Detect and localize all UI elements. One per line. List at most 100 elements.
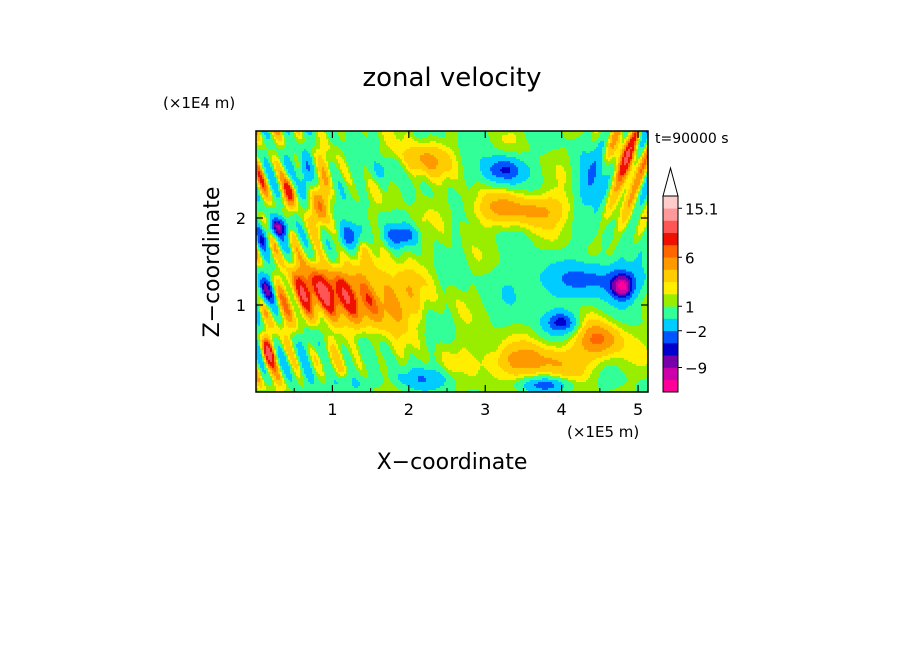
- field-cell: [344, 295, 351, 299]
- field-cell: [282, 257, 285, 261]
- field-cell: [628, 199, 633, 202]
- field-cell: [434, 253, 467, 257]
- field-cell: [594, 149, 603, 152]
- field-cell: [638, 221, 641, 224]
- field-cell: [492, 141, 505, 144]
- field-cell: [540, 157, 571, 160]
- field-cell: [256, 247, 259, 251]
- field-cell: [302, 309, 305, 313]
- field-cell: [274, 293, 277, 297]
- field-cell: [388, 343, 393, 347]
- field-cell: [286, 169, 289, 172]
- field-cell: [276, 137, 283, 140]
- field-cell: [370, 221, 379, 224]
- field-cell: [610, 143, 617, 146]
- field-cell: [260, 197, 263, 200]
- field-cell: [478, 195, 485, 198]
- field-cell: [560, 147, 567, 150]
- field-cell: [586, 285, 601, 289]
- field-cell: [572, 333, 577, 337]
- field-cell: [634, 143, 637, 146]
- field-cell: [330, 147, 341, 150]
- field-cell: [460, 313, 473, 317]
- field-cell: [514, 191, 547, 194]
- field-cell: [256, 327, 265, 331]
- field-cell: [272, 337, 275, 341]
- field-cell: [258, 281, 261, 285]
- field-cell: [646, 181, 648, 184]
- field-cell: [458, 307, 469, 311]
- field-cell: [344, 161, 349, 164]
- field-cell: [314, 161, 317, 164]
- field-cell: [516, 183, 543, 186]
- field-cell: [624, 157, 629, 160]
- field-cell: [626, 163, 629, 166]
- field-cell: [512, 333, 529, 337]
- field-cell: [336, 199, 357, 202]
- field-cell: [282, 307, 285, 311]
- field-cell: [636, 173, 645, 176]
- field-cell: [622, 327, 648, 331]
- field-cell: [268, 195, 273, 198]
- velocity-field: [256, 131, 648, 392]
- field-cell: [288, 237, 291, 241]
- field-cell: [596, 211, 603, 214]
- field-cell: [632, 289, 635, 293]
- field-cell: [362, 131, 369, 134]
- field-cell: [604, 213, 613, 216]
- field-cell: [622, 219, 627, 222]
- field-cell: [270, 275, 273, 279]
- field-cell: [432, 181, 443, 184]
- field-cell: [340, 259, 361, 263]
- field-cell: [388, 251, 393, 255]
- field-cell: [424, 213, 441, 216]
- field-cell: [280, 241, 289, 245]
- field-cell: [506, 301, 515, 305]
- field-cell: [608, 197, 611, 200]
- field-cell: [388, 189, 401, 192]
- field-cell: [462, 195, 479, 198]
- field-cell: [282, 135, 285, 138]
- field-cell: [324, 167, 329, 170]
- field-cell: [288, 243, 291, 247]
- field-cell: [322, 177, 329, 180]
- field-cell: [464, 251, 473, 255]
- field-cell: [260, 319, 263, 323]
- field-cell: [642, 135, 648, 138]
- field-cell: [498, 245, 537, 249]
- field-cell: [258, 213, 267, 216]
- field-cell: [398, 297, 421, 301]
- field-cell: [346, 249, 359, 253]
- field-cell: [386, 239, 393, 243]
- field-cell: [304, 275, 309, 279]
- field-cell: [274, 141, 277, 144]
- field-cell: [318, 213, 327, 216]
- field-cell: [284, 189, 287, 192]
- field-cell: [574, 331, 579, 335]
- field-cell: [280, 225, 283, 228]
- field-cell: [426, 171, 445, 174]
- field-cell: [422, 137, 459, 140]
- field-cell: [606, 211, 613, 214]
- field-cell: [462, 157, 483, 160]
- field-cell: [346, 309, 349, 313]
- field-cell: [272, 315, 275, 319]
- field-cell: [318, 323, 329, 327]
- field-cell: [458, 171, 465, 174]
- field-cell: [324, 277, 329, 281]
- field-cell: [298, 141, 305, 144]
- field-cell: [578, 335, 585, 339]
- field-cell: [342, 241, 347, 245]
- field-cell: [280, 195, 283, 198]
- field-cell: [378, 225, 385, 228]
- field-cell: [314, 305, 321, 309]
- field-cell: [608, 179, 613, 182]
- field-cell: [600, 227, 607, 230]
- field-cell: [422, 237, 453, 241]
- field-cell: [280, 181, 283, 184]
- field-cell: [270, 335, 273, 339]
- field-cell: [340, 163, 347, 166]
- field-cell: [264, 139, 275, 142]
- field-cell: [354, 247, 359, 251]
- field-cell: [298, 293, 301, 297]
